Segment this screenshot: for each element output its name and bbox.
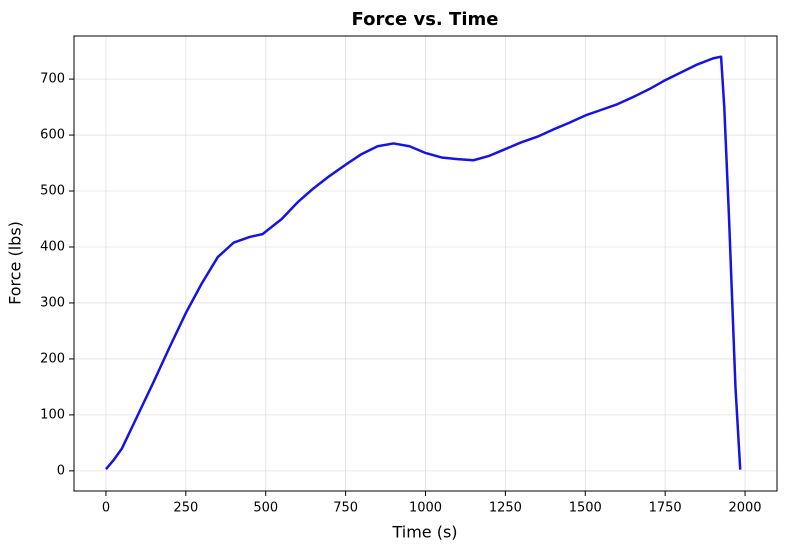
x-axis-label: Time (s) (391, 523, 457, 542)
x-tick-label: 1000 (409, 501, 442, 516)
y-tick-label: 100 (40, 407, 65, 422)
y-tick-label: 700 (40, 72, 65, 87)
y-tick-label: 0 (57, 463, 65, 478)
x-tick-label: 1250 (489, 501, 522, 516)
x-tick-label: 250 (173, 501, 198, 516)
y-tick-label: 500 (40, 184, 65, 199)
x-tick-label: 2000 (728, 501, 761, 516)
x-tick-label: 1750 (649, 501, 682, 516)
y-tick-label: 400 (40, 239, 65, 254)
plot-frame (73, 35, 778, 492)
x-tick-label: 0 (102, 501, 110, 516)
data-line (104, 55, 742, 470)
y-axis-label: Force (lbs) (6, 221, 25, 305)
y-tick-label: 300 (40, 295, 65, 310)
x-tick-label: 1500 (569, 501, 602, 516)
x-tick-label: 750 (333, 501, 358, 516)
chart-title: Force vs. Time (352, 9, 499, 30)
y-tick-label: 200 (40, 351, 65, 366)
y-tick-label: 600 (40, 128, 65, 143)
x-tick-label: 500 (253, 501, 278, 516)
